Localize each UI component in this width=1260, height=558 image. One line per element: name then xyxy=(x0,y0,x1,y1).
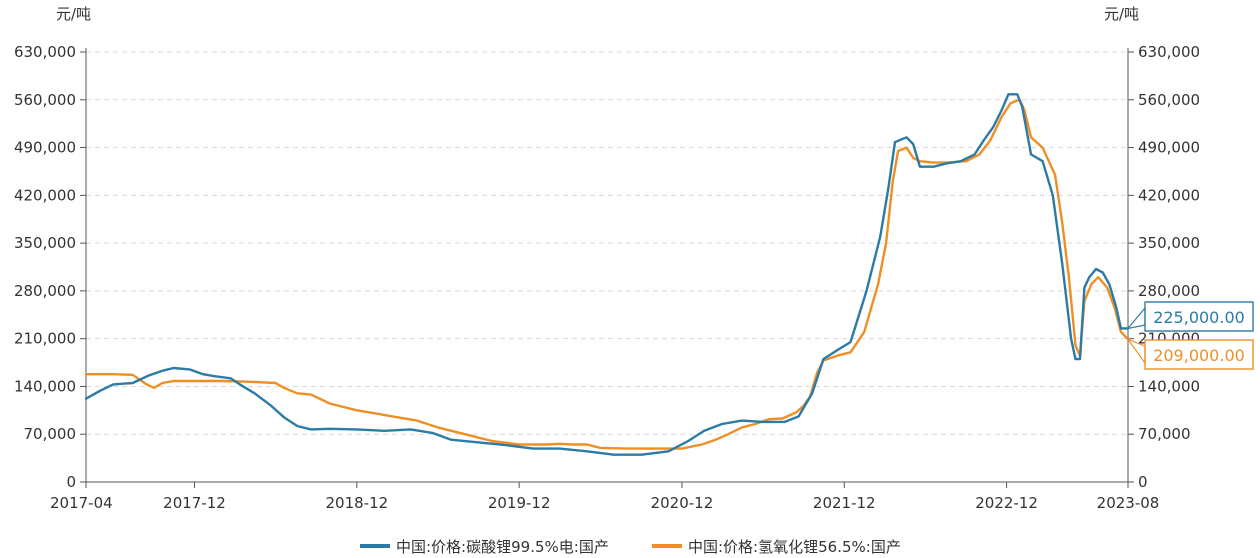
y-unit-label-right: 元/吨 xyxy=(1104,5,1139,23)
end-value-label: 209,000.00 xyxy=(1153,346,1245,365)
y-tick-label-left: 560,000 xyxy=(14,91,76,109)
y-tick-label-left: 420,000 xyxy=(14,186,76,204)
legend-label: 中国:价格:碳酸锂99.5%电:国产 xyxy=(396,538,609,556)
y-tick-label-left: 280,000 xyxy=(14,282,76,300)
x-tick-label: 2020-12 xyxy=(651,494,714,512)
x-tick-label: 2021-12 xyxy=(813,494,876,512)
x-tick-label: 2022-12 xyxy=(975,494,1038,512)
x-tick-label: 2019-12 xyxy=(488,494,551,512)
x-tick-label: 2023-08 xyxy=(1097,494,1160,512)
axes xyxy=(85,48,1129,483)
y-tick-label-left: 140,000 xyxy=(14,377,76,395)
y-tick-label-right: 0 xyxy=(1138,473,1148,491)
end-value-label: 225,000.00 xyxy=(1153,308,1245,327)
series-line-2 xyxy=(84,98,1130,450)
y-tick-label-left: 490,000 xyxy=(14,139,76,157)
y-tick-label-right: 350,000 xyxy=(1138,234,1200,252)
y-tick-label-right: 630,000 xyxy=(1138,43,1200,61)
y-axis-right-ticks: 070,000140,000210,000280,000350,000420,0… xyxy=(1128,43,1200,491)
y-tick-label-left: 350,000 xyxy=(14,234,76,252)
y-tick-label-left: 0 xyxy=(66,473,76,491)
y-axis-left-ticks: 0 70,000 140,000 210,000 280,000 350,000 420,0… xyxy=(14,43,86,491)
y-tick-label-left: 70,000 xyxy=(24,425,77,443)
x-axis-ticks: 2017-04 2017-12 2018-12 2019-12 2020-12 2021-… xyxy=(50,482,1159,512)
y-tick-label-left: 630,000 xyxy=(14,43,76,61)
y-tick-label-right: 420,000 xyxy=(1138,186,1200,204)
y-tick-label-right: 70,000 xyxy=(1138,425,1191,443)
y-tick-label-right: 280,000 xyxy=(1138,282,1200,300)
end-value-pointer xyxy=(1126,306,1146,330)
legend: 中国:价格:碳酸锂99.5%电:国产 中国:价格:氢氧化锂56.5%:国产 xyxy=(360,538,901,556)
x-tick-label: 2017-04 xyxy=(50,494,113,512)
legend-label: 中国:价格:氢氧化锂56.5%:国产 xyxy=(688,538,901,556)
grid-lines xyxy=(86,51,1128,435)
y-tick-label-right: 560,000 xyxy=(1138,91,1200,109)
y-tick-label-left: 210,000 xyxy=(14,330,76,348)
end-value-labels: 225,000.00 209,000.00 xyxy=(1126,301,1254,370)
x-tick-label: 2017-12 xyxy=(163,494,226,512)
x-tick-label: 2018-12 xyxy=(325,494,388,512)
series-line-1 xyxy=(84,93,1130,456)
end-value-box xyxy=(1144,301,1254,332)
y-tick-label-right: 490,000 xyxy=(1138,139,1200,157)
y-tick-label-right: 140,000 xyxy=(1138,377,1200,395)
end-value-box xyxy=(1144,339,1254,370)
series-lines xyxy=(84,93,1130,456)
y-unit-label-left: 元/吨 xyxy=(56,5,91,23)
